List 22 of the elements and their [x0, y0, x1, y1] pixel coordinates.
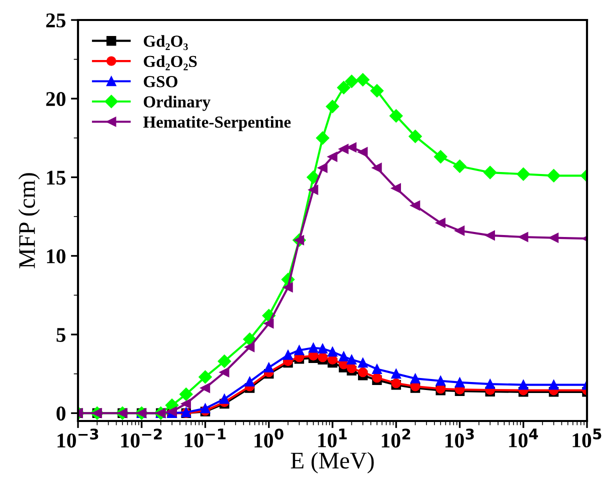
legend-label: Gd₂O₂S — [144, 55, 197, 70]
y-tick-label: 25 — [46, 13, 66, 28]
x-tick-label: 10$^{1}$ — [318, 428, 347, 448]
y-axis-title: MFP (cm) — [18, 173, 40, 268]
legend-label: Ordinary — [144, 96, 210, 111]
x-tick-label: 10$^{−1}$ — [184, 428, 226, 448]
y-tick-label: 10 — [47, 249, 66, 264]
x-tick-label: 10$^{3}$ — [445, 428, 474, 448]
x-axis-title: E (MeV) — [290, 452, 374, 474]
x-tick-label: 10$^{4}$ — [509, 428, 538, 448]
legend-label: GSO — [144, 76, 178, 88]
x-tick-label: 10$^{2}$ — [382, 428, 410, 448]
y-tick-label: 5 — [56, 328, 66, 342]
y-tick-label: 0 — [56, 406, 66, 421]
x-tick-label: 10$^{0}$ — [254, 428, 284, 448]
x-tick-label: 10$^{−3}$ — [58, 428, 98, 448]
y-tick-label: 15 — [47, 170, 66, 185]
x-tick-label: 10$^{5}$ — [572, 428, 602, 448]
x-tick-label: 10$^{−2}$ — [121, 428, 162, 448]
y-tick-label: 20 — [46, 92, 66, 106]
legend-label: Hematite-Serpentine — [143, 116, 291, 132]
legend-label: Gd₂O₃ — [144, 35, 188, 50]
